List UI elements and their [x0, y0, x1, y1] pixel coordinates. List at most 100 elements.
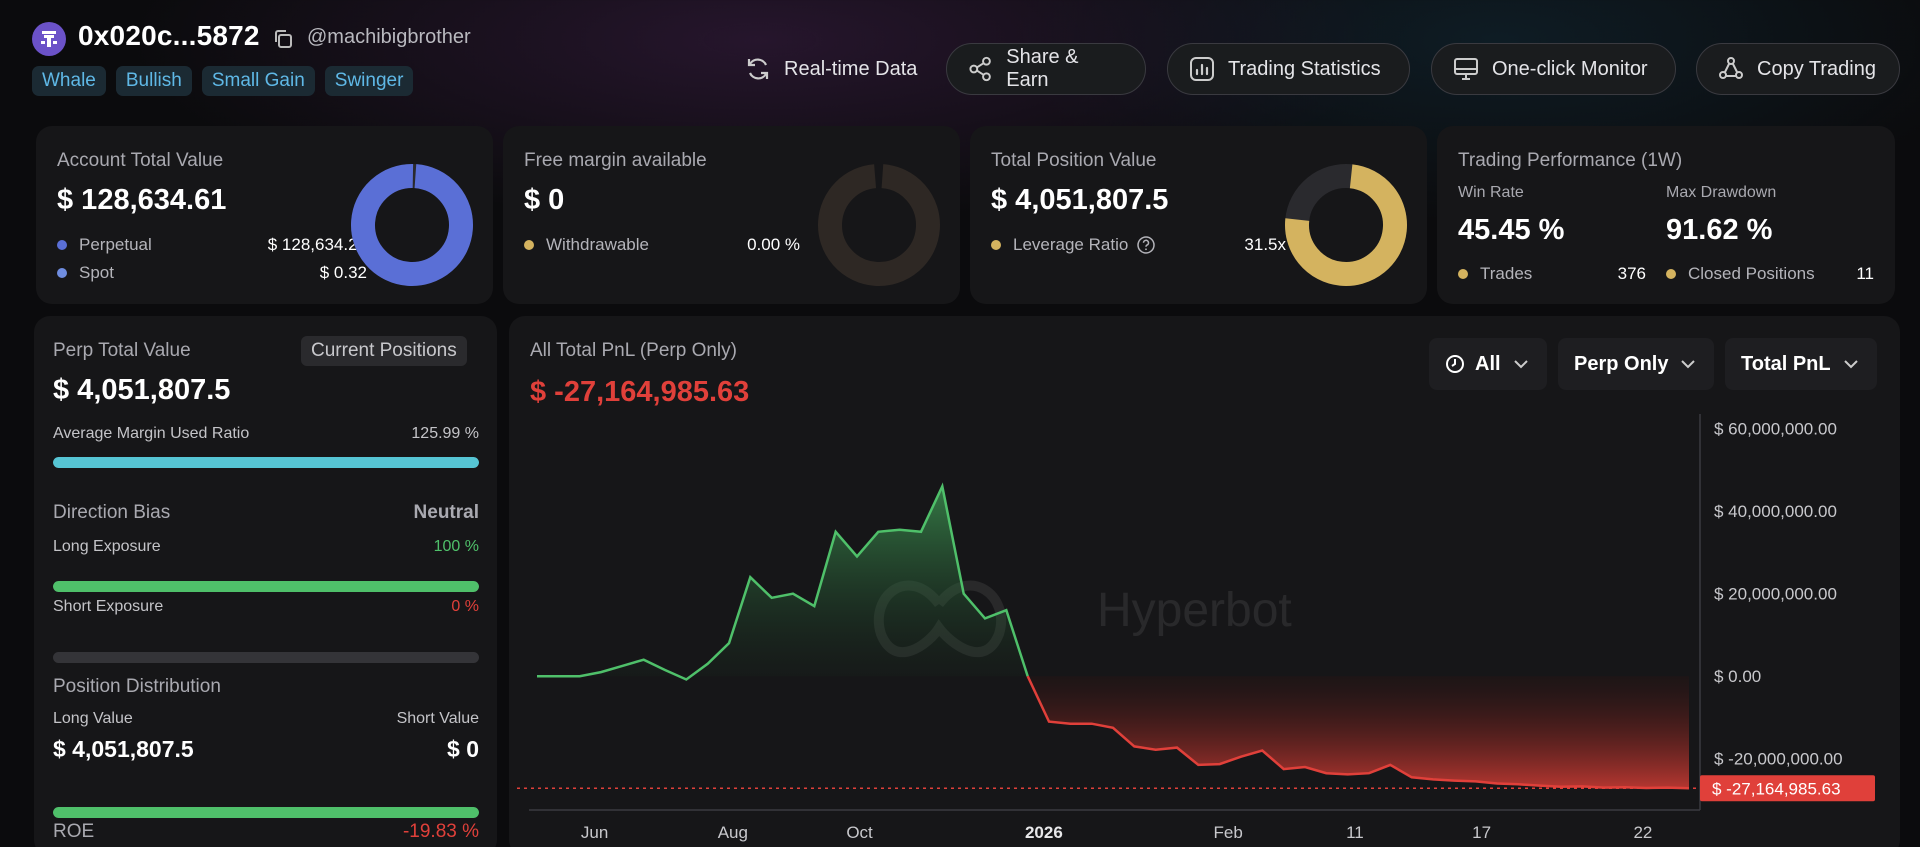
x-tick-label: Oct: [846, 823, 873, 842]
avatar: [32, 22, 66, 56]
perp-panel: Perp Total Value Current Positions $ 4,0…: [34, 316, 497, 847]
pnl-line-positive: [537, 482, 1029, 681]
avg-margin-bar-fill: [53, 457, 479, 468]
leverage-label: Leverage Ratio: [1013, 235, 1129, 254]
direction-bias-value: Neutral: [413, 502, 479, 523]
short-exposure-value: 0 %: [451, 598, 479, 615]
avg-margin-label: Average Margin Used Ratio: [53, 425, 250, 442]
pnl-area-negative: [1027, 676, 1689, 789]
chevron-down-icon: [1843, 360, 1858, 369]
metric-dropdown[interactable]: Total PnL: [1725, 338, 1877, 390]
perp-total-value-title: Perp Total Value: [53, 340, 191, 361]
perpetual-dot: [57, 240, 67, 250]
account-total-value-title: Account Total Value: [57, 150, 224, 171]
position-distribution-bar-fill: [53, 807, 479, 818]
roe-label: ROE: [53, 821, 95, 842]
trading-performance-card: Trading Performance (1W) Win Rate 45.45 …: [1437, 126, 1895, 304]
y-tick-label: $ -20,000,000.00: [1714, 750, 1843, 769]
spot-row: Spot $ 0.32: [57, 263, 367, 283]
one-click-monitor-button[interactable]: One-click Monitor: [1431, 43, 1676, 95]
tag-whale: Whale: [32, 66, 106, 96]
perpetual-row: Perpetual $ 128,634.29: [57, 235, 367, 255]
position-donut-chart: [1285, 163, 1407, 286]
short-exposure-label: Short Exposure: [53, 598, 164, 615]
pnl-title: All Total PnL (Perp Only): [530, 340, 737, 361]
account-donut-chart: [351, 164, 473, 286]
chevron-down-icon: [1513, 360, 1528, 369]
trades-label: Trades: [1480, 264, 1533, 283]
position-donut-arc: [1285, 163, 1407, 286]
share-earn-label: Share & Earn: [1006, 46, 1079, 91]
leverage-value: 31.5x: [1244, 235, 1286, 254]
time-range-value: All: [1475, 352, 1501, 375]
direction-bias-label: Direction Bias: [53, 502, 171, 523]
share-icon: [969, 56, 991, 82]
withdrawable-dot: [524, 240, 534, 250]
trading-statistics-button[interactable]: Trading Statistics: [1167, 43, 1410, 95]
free-margin-value: $ 0: [524, 184, 565, 216]
leverage-row: Leverage Ratio 31.5x: [991, 235, 1286, 255]
position-distribution-label: Position Distribution: [53, 676, 221, 697]
y-tick-label: $ 40,000,000.00: [1714, 502, 1837, 521]
tag-swinger: Swinger: [324, 66, 414, 96]
trading-statistics-label: Trading Statistics: [1228, 57, 1381, 80]
trades-row: Trades 376: [1458, 264, 1646, 284]
win-rate-label: Win Rate: [1458, 184, 1524, 201]
pnl-chart: Hyperbot $ 60,000,000.00 $ 40,000,000.00 $…: [517, 414, 1875, 842]
closed-positions-dot: [1666, 269, 1676, 279]
help-icon[interactable]: [1136, 235, 1156, 255]
y-tick-label: $ 60,000,000.00: [1714, 420, 1837, 439]
withdrawable-value: 0.00 %: [747, 235, 800, 254]
perpetual-value: $ 128,634.29: [267, 235, 367, 254]
perpetual-label: Perpetual: [79, 235, 152, 254]
pnl-line-negative: [1026, 675, 1690, 790]
margin-donut-chart: [818, 164, 940, 286]
metric-value: Total PnL: [1741, 352, 1831, 375]
scope-dropdown[interactable]: Perp Only: [1558, 338, 1715, 390]
long-exposure-value: 100 %: [433, 538, 479, 555]
one-click-monitor-label: One-click Monitor: [1492, 57, 1648, 80]
account-total-value-card: Account Total Value $ 128,634.61 Perpetu…: [36, 126, 493, 304]
x-tick-label: 22: [1633, 823, 1652, 842]
spot-label: Spot: [79, 263, 114, 282]
copy-trading-label: Copy Trading: [1757, 57, 1876, 80]
position-distribution-bar: [53, 807, 479, 818]
total-position-value-card: Total Position Value $ 4,051,807.5 Lever…: [970, 126, 1427, 304]
perp-total-value: $ 4,051,807.5: [53, 374, 231, 406]
free-margin-title: Free margin available: [524, 150, 707, 171]
margin-donut-track: [818, 164, 940, 286]
tag-list: Whale Bullish Small Gain Swinger: [32, 66, 414, 96]
spot-dot: [57, 268, 67, 278]
scope-value: Perp Only: [1574, 352, 1669, 375]
long-value-label: Long Value: [53, 710, 133, 727]
x-tick-label: 2026: [1025, 823, 1063, 842]
long-value: $ 4,051,807.5: [53, 736, 194, 762]
max-drawdown-value: 91.62 %: [1666, 214, 1773, 246]
trades-value: 376: [1617, 264, 1646, 283]
x-tick-label: Feb: [1214, 823, 1243, 842]
copy-trading-button[interactable]: Copy Trading: [1696, 43, 1900, 95]
short-value: $ 0: [447, 736, 479, 762]
share-earn-button[interactable]: Share & Earn: [946, 43, 1146, 95]
account-total-value: $ 128,634.61: [57, 184, 227, 216]
pnl-value: $ -27,164,985.63: [530, 376, 750, 408]
clock-icon: [1446, 355, 1464, 373]
y-tick-label: $ 0.00: [1714, 667, 1761, 686]
statistics-icon: [1190, 57, 1214, 81]
closed-positions-row: Closed Positions 11: [1666, 264, 1874, 284]
time-range-dropdown[interactable]: All: [1429, 338, 1547, 390]
leverage-dot: [991, 240, 1001, 250]
realtime-data-button[interactable]: Real-time Data: [724, 43, 939, 95]
current-value-badge: [1700, 775, 1875, 802]
user-handle[interactable]: @machibigbrother: [307, 26, 471, 48]
avg-margin-value: 125.99 %: [411, 425, 479, 442]
copy-icon[interactable]: [272, 28, 294, 50]
roe-value: -19.83 %: [402, 821, 479, 842]
x-tick-label: Aug: [718, 823, 748, 842]
account-donut-arc: [351, 164, 473, 286]
trades-dot: [1458, 269, 1468, 279]
avatar-icon: [41, 31, 57, 47]
y-tick-label: $ 20,000,000.00: [1714, 585, 1837, 604]
current-positions-tab[interactable]: Current Positions: [301, 336, 467, 366]
total-position-title: Total Position Value: [991, 150, 1157, 171]
